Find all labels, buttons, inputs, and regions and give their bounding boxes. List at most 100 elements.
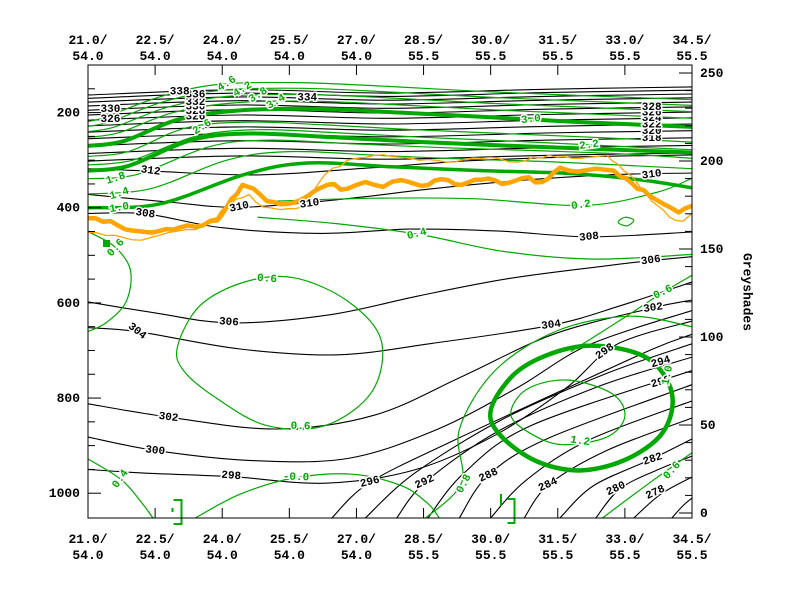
x-tick-label-top: 34.5/ xyxy=(672,33,711,48)
contour-line-green xyxy=(175,275,384,431)
contour-line-black xyxy=(523,417,692,518)
x-tick-label-top: 24.0/ xyxy=(203,33,242,48)
left-axis-label: 1000 xyxy=(49,486,80,501)
right-axis-label: 250 xyxy=(700,66,724,81)
contour-line-green xyxy=(88,458,154,518)
contour-line-black xyxy=(427,369,692,518)
contour-label: 1.0 xyxy=(660,364,676,386)
contour-label: 282 xyxy=(642,451,665,469)
x-tick-label-bottom: 54.0 xyxy=(274,548,305,563)
left-axis-label: 200 xyxy=(57,106,81,121)
contour-label: 280 xyxy=(605,480,628,499)
contour-line-black xyxy=(458,384,692,518)
x-tick-label-bottom: 55.5 xyxy=(609,548,640,563)
contour-label: 328 xyxy=(642,102,662,114)
contour-line-black xyxy=(88,86,692,96)
x-tick-label-bottom: 55.5 xyxy=(676,548,707,563)
contour-label: 338 xyxy=(170,87,190,99)
x-tick-label-top: 55.5 xyxy=(408,49,439,64)
contour-line-green xyxy=(88,128,692,166)
x-tick-label-bottom: 55.5 xyxy=(475,548,506,563)
contour-line-black xyxy=(88,281,692,356)
x-tick-label-top: 21.0/ xyxy=(68,33,107,48)
x-tick-label-bottom: 33.0/ xyxy=(605,532,644,547)
contour-line-black xyxy=(88,130,692,140)
contour-label: 0.6 xyxy=(661,460,683,483)
x-tick-label-bottom: 34.5/ xyxy=(672,532,711,547)
x-tick-label-top: 54.0 xyxy=(274,49,305,64)
x-tick-label-top: 25.5/ xyxy=(270,33,309,48)
contour-label: 326 xyxy=(185,111,205,123)
contour-line-green xyxy=(88,161,692,210)
contour-line-black xyxy=(88,89,692,99)
contour-line-orange xyxy=(88,165,692,235)
contour-label: -0.0 xyxy=(283,471,310,484)
contour-line-green xyxy=(617,216,635,227)
contour-label: 296 xyxy=(359,474,381,490)
contour-line-black xyxy=(88,320,692,484)
x-tick-label-bottom: 55.5 xyxy=(542,548,573,563)
x-tick-label-bottom: 22.5/ xyxy=(136,532,175,547)
contour-label: 302 xyxy=(643,301,664,316)
contour-label: 334 xyxy=(297,92,317,104)
contour-label: 326 xyxy=(642,108,662,120)
contour-label: 2.2 xyxy=(579,138,600,153)
x-tick-label-bottom: 54.0 xyxy=(140,548,171,563)
contour-label: 306 xyxy=(219,316,240,329)
contour-line-black xyxy=(396,356,692,518)
right-axis-label: 50 xyxy=(700,418,716,433)
contour-line-green xyxy=(88,100,692,138)
contour-line-black xyxy=(88,256,692,324)
contour-label: 326 xyxy=(100,114,120,126)
x-tick-label-top: 54.0 xyxy=(341,49,372,64)
x-tick-label-bottom: 28.5/ xyxy=(404,532,443,547)
x-tick-label-top: 54.0 xyxy=(140,49,171,64)
x-tick-label-bottom: 27.0/ xyxy=(337,532,376,547)
contour-label: 304 xyxy=(541,318,563,333)
x-tick-label-top: 55.5 xyxy=(475,49,506,64)
right-axis-title: Greyshades xyxy=(739,252,755,332)
right-axis-label: 100 xyxy=(700,330,724,345)
x-tick-label-top: 31.5/ xyxy=(538,33,577,48)
contour-line-black xyxy=(88,101,692,111)
contour-line-black xyxy=(88,154,692,176)
left-axis-label: 400 xyxy=(57,201,81,216)
axis-labels: 21.0/54.021.0/54.022.5/54.022.5/54.024.0… xyxy=(49,33,724,563)
contour-line-green xyxy=(425,315,692,518)
contour-line-black xyxy=(559,438,692,518)
contour-line-green xyxy=(88,131,692,173)
contour-line-black xyxy=(595,455,692,518)
x-tick-label-top: 28.5/ xyxy=(404,33,443,48)
contour-line-green xyxy=(88,93,692,133)
contour-label: 0.6 xyxy=(652,283,675,302)
orange-lines xyxy=(88,154,692,241)
contour-label: 0.8 xyxy=(455,472,475,495)
contour-line-green xyxy=(570,274,692,353)
contour-label: 312 xyxy=(140,164,161,179)
contour-label: 308 xyxy=(135,207,157,222)
contour-line-green xyxy=(88,139,692,180)
contour-label: 0.6 xyxy=(290,421,310,434)
contour-label: 300 xyxy=(145,444,166,458)
contour-label: 3.0 xyxy=(521,113,542,127)
contour-line-green xyxy=(510,379,626,446)
x-tick-label-top: 55.5 xyxy=(542,49,573,64)
contour-label: 318 xyxy=(642,133,662,145)
right-axis-label: 0 xyxy=(700,506,708,521)
x-tick-label-top: 55.5 xyxy=(609,49,640,64)
contour-line-green xyxy=(88,81,692,123)
contour-label: 332 xyxy=(185,97,205,109)
x-tick-label-top: 27.0/ xyxy=(337,33,376,48)
x-tick-label-top: 55.5 xyxy=(676,49,707,64)
contour-label: 0.2 xyxy=(570,198,591,213)
x-tick-label-bottom: 54.0 xyxy=(72,548,103,563)
green-square-marker xyxy=(103,240,110,247)
contour-label: 304 xyxy=(125,321,148,343)
contour-line-black xyxy=(88,123,692,133)
contour-label: 1.0 xyxy=(109,201,131,216)
x-tick-label-bottom: 54.0 xyxy=(341,548,372,563)
contour-label: 328 xyxy=(185,106,205,118)
right-axis-label: 150 xyxy=(700,242,724,257)
right-axis-label: 200 xyxy=(700,154,724,169)
contour-label: 306 xyxy=(640,254,661,269)
